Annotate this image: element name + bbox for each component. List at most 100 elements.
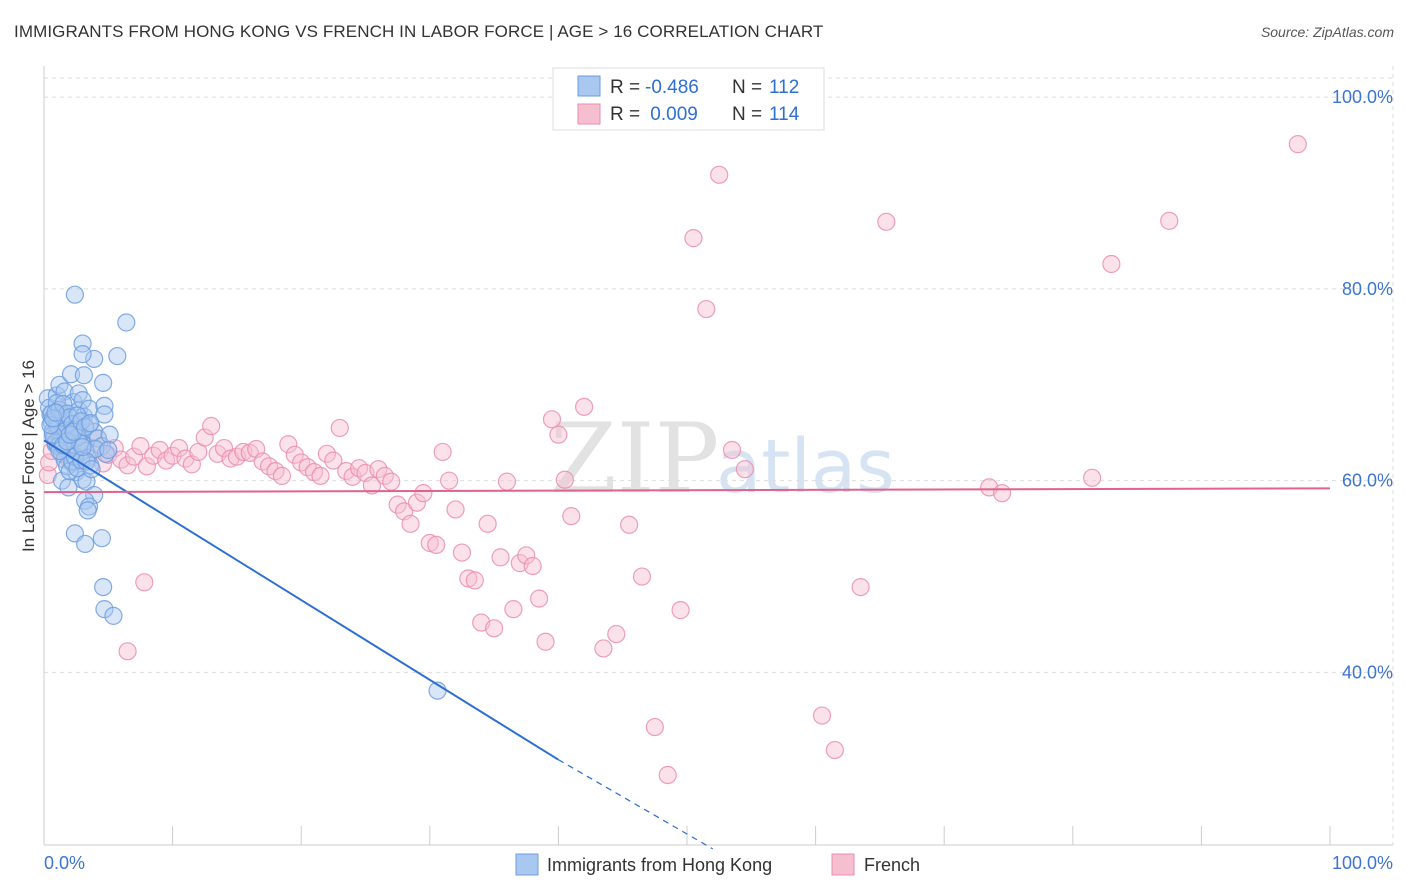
- y-tick-label: 40.0%: [1342, 662, 1393, 682]
- french-point: [478, 514, 497, 533]
- french-point: [632, 567, 652, 586]
- french-point: [214, 438, 234, 458]
- french-point: [491, 548, 510, 567]
- french-point: [1160, 211, 1179, 230]
- hong-kong-point: [100, 425, 119, 444]
- french-point: [439, 471, 459, 490]
- hong-kong-point: [94, 577, 113, 597]
- french-point: [710, 165, 729, 184]
- hong-kong-point: [78, 501, 97, 520]
- french-point: [1082, 468, 1102, 487]
- french-point: [542, 410, 562, 429]
- stats-pink-n-value: 114: [769, 104, 800, 125]
- hong-kong-point: [85, 485, 104, 505]
- french-point: [118, 642, 137, 661]
- french-point: [523, 556, 542, 576]
- french-point: [851, 577, 870, 597]
- stats-pink-swatch: [577, 103, 601, 125]
- french-point: [317, 444, 337, 463]
- french-point: [40, 453, 59, 472]
- hong-kong-point: [46, 403, 65, 422]
- french-point: [684, 229, 703, 248]
- stats-blue-n-value: 112: [769, 77, 799, 98]
- french-point: [324, 451, 343, 470]
- french-point: [388, 495, 407, 514]
- hong-kong-point: [85, 349, 104, 369]
- french-point: [311, 466, 330, 485]
- french-point: [369, 460, 388, 479]
- french-point: [504, 600, 523, 619]
- french-point: [279, 435, 298, 454]
- legend-blue-label: Immigrants from Hong Kong: [547, 855, 772, 875]
- hong-kong-trend-line: [43, 439, 559, 761]
- french-point: [812, 706, 832, 725]
- french-point: [272, 466, 292, 485]
- hong-kong-point: [59, 478, 78, 497]
- french-point: [877, 212, 896, 231]
- french-point: [465, 571, 484, 590]
- hong-kong-point: [92, 529, 111, 548]
- hong-kong-point: [108, 346, 127, 366]
- french-point: [825, 740, 844, 760]
- french-point: [555, 470, 574, 489]
- source-label: Source: ZipAtlas.com: [1260, 24, 1394, 40]
- legend: Immigrants from Hong Kong French: [515, 853, 920, 876]
- french-point: [169, 438, 189, 458]
- y-tick-label: 100.0%: [1332, 87, 1393, 107]
- legend-blue-swatch: [515, 853, 539, 876]
- hong-kong-point: [52, 471, 72, 490]
- french-point: [536, 632, 555, 651]
- hong-kong-point: [81, 414, 100, 433]
- hong-kong-series: [38, 285, 447, 700]
- hong-kong-point: [117, 313, 136, 332]
- hong-kong-point: [74, 366, 93, 385]
- trend-lines: [43, 439, 1331, 850]
- french-point: [427, 535, 446, 555]
- french-point: [594, 639, 613, 658]
- french-point: [992, 484, 1012, 503]
- y-axis-title: In Labor Force | Age > 16: [19, 360, 38, 552]
- french-point: [530, 589, 549, 608]
- hong-kong-trend-extension: [558, 759, 714, 850]
- french-point: [414, 484, 433, 503]
- french-point: [607, 624, 626, 644]
- french-point: [131, 437, 150, 456]
- french-point: [517, 546, 536, 565]
- hong-kong-point: [95, 600, 114, 619]
- x-tick-label-max: 100.0%: [1332, 853, 1393, 873]
- french-series: [38, 135, 1307, 785]
- french-point: [485, 619, 504, 638]
- french-point: [135, 573, 154, 592]
- french-point: [459, 569, 478, 588]
- stats-blue-n-label: N =: [732, 77, 762, 98]
- french-point: [195, 428, 214, 447]
- hong-kong-point: [73, 334, 92, 353]
- hong-kong-point: [65, 285, 84, 304]
- hong-kong-point: [95, 405, 114, 424]
- french-point: [562, 507, 581, 526]
- french-point: [671, 601, 690, 620]
- hong-kong-point: [104, 606, 123, 625]
- tick-labels: 40.0% 60.0% 80.0% 100.0% 0.0% 100.0%: [44, 87, 1393, 873]
- stats-pink-r-label: R =: [610, 104, 640, 125]
- french-point: [202, 416, 221, 436]
- french-point: [697, 299, 716, 319]
- french-point: [124, 447, 144, 466]
- french-point: [362, 476, 382, 495]
- french-point: [382, 472, 401, 491]
- hong-kong-point: [61, 365, 81, 384]
- chart-title: IMMIGRANTS FROM HONG KONG VS FRENCH IN L…: [14, 22, 824, 41]
- hong-kong-point: [73, 345, 92, 364]
- french-point: [330, 418, 349, 438]
- french-point: [1102, 254, 1121, 274]
- french-point: [575, 397, 594, 416]
- y-tick-label: 60.0%: [1342, 471, 1393, 491]
- x-tick-label-min: 0.0%: [44, 853, 85, 873]
- stats-blue-r-label: R =: [610, 77, 640, 98]
- hong-kong-point: [73, 438, 92, 457]
- stats-box: R = -0.486 N = 112 R = 0.009 N = 114: [552, 67, 825, 131]
- french-point: [497, 472, 517, 491]
- french-trend-line: [43, 487, 1331, 494]
- french-point: [420, 533, 439, 553]
